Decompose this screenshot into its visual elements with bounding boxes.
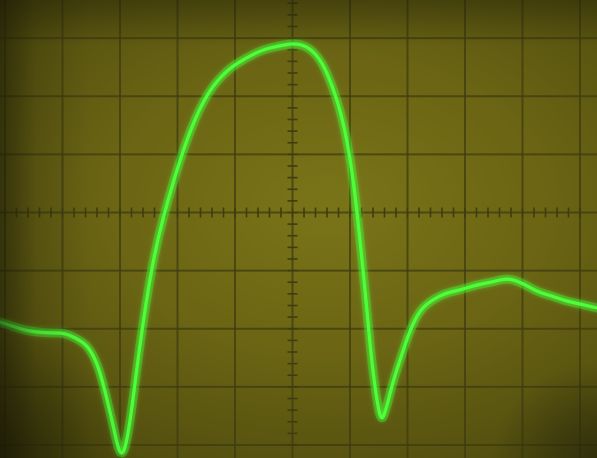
waveform-trace-line xyxy=(0,42,597,455)
waveform-trace xyxy=(0,39,597,458)
waveform-trace-glow xyxy=(0,39,597,458)
